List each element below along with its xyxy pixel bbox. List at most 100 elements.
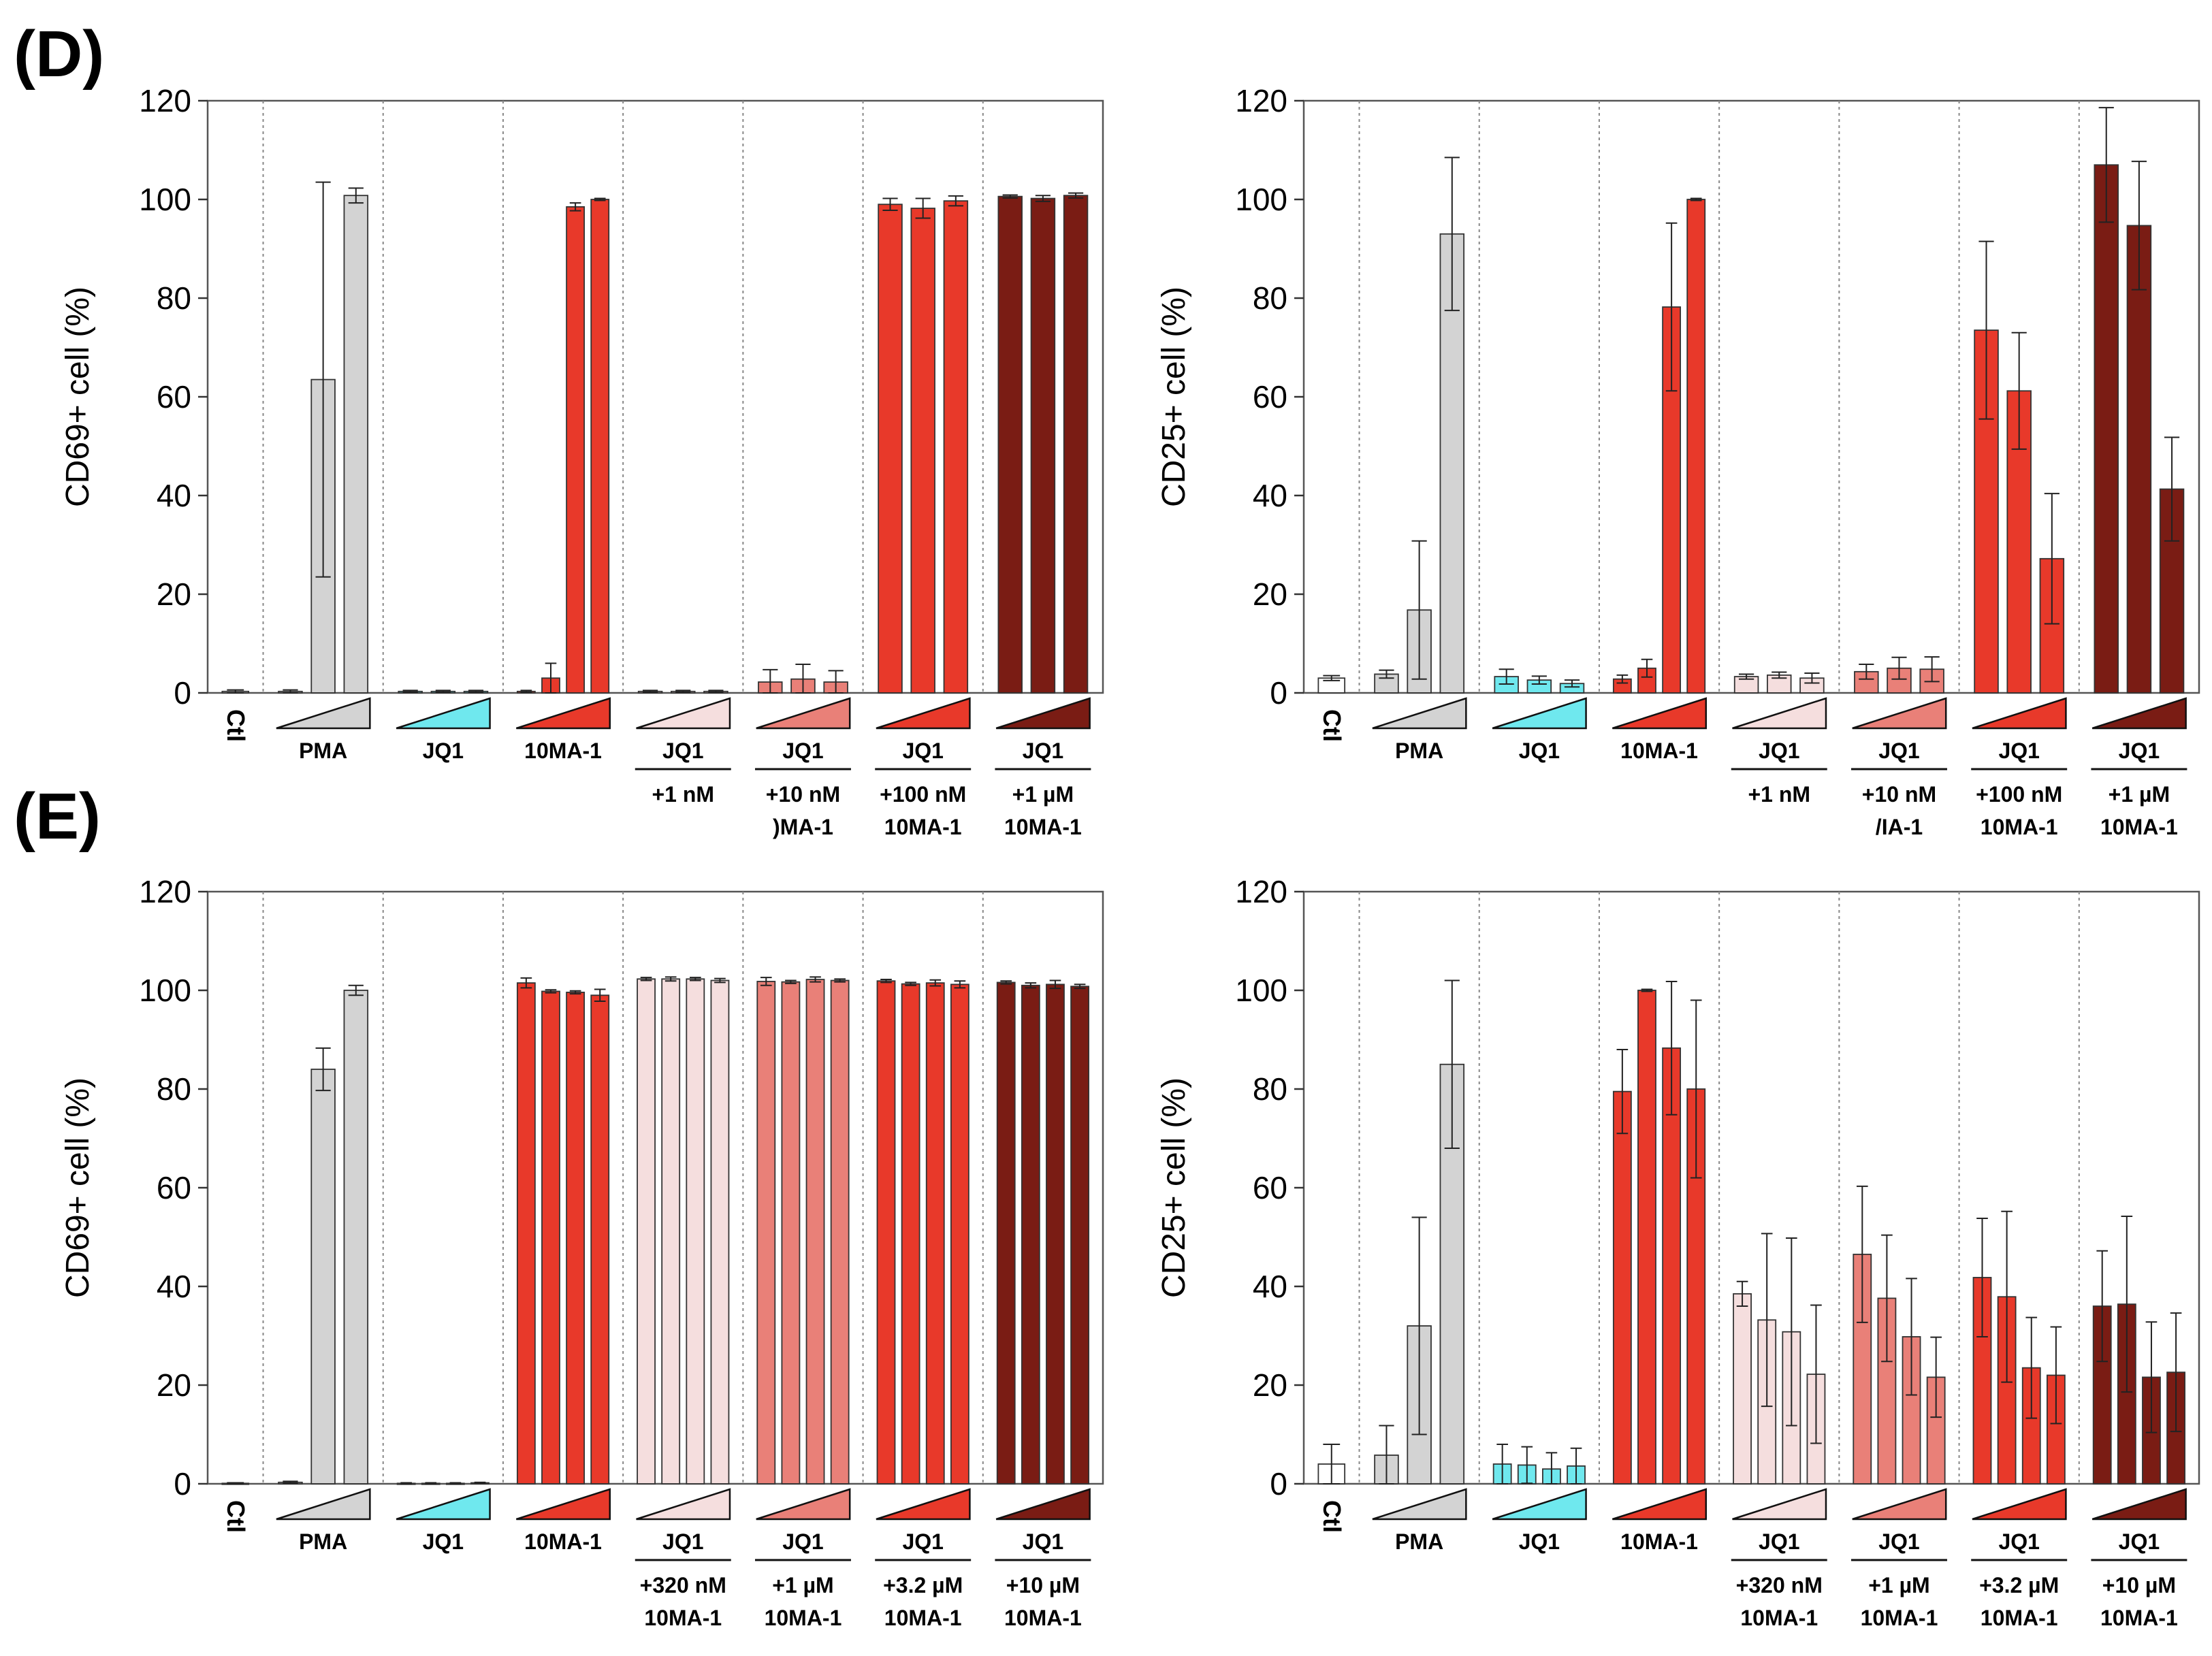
x-group-label: JQ1: [423, 1529, 464, 1554]
bar: [566, 992, 586, 1484]
bar: [1686, 1088, 1706, 1484]
bar: [997, 195, 1023, 694]
bar: [1686, 199, 1706, 694]
bar: [661, 978, 681, 1484]
bar: [756, 981, 776, 1484]
y-tick-label: 100: [1235, 973, 1287, 1008]
x-group-sublabel: +1 µM: [772, 1573, 833, 1597]
x-group-label: JQ1: [1023, 738, 1063, 763]
bar: [1070, 986, 1089, 1484]
bar: [996, 981, 1016, 1484]
y-tick-label: 60: [1253, 1170, 1287, 1205]
bar: [1733, 1293, 1752, 1484]
y-tick-label: 0: [174, 675, 191, 711]
x-group-label: JQ1: [2119, 1529, 2160, 1554]
y-tick-label: 0: [174, 1466, 191, 1501]
x-group-label: PMA: [299, 738, 347, 763]
concentration-ramp-icon: [276, 697, 371, 730]
x-group-sublabel: +1 nM: [652, 782, 714, 807]
x-group-label: JQ1: [902, 738, 943, 763]
x-group-label: PMA: [1395, 1529, 1443, 1554]
x-group-sublabel: +10 nM: [1862, 782, 1936, 807]
y-tick-label: 40: [157, 478, 191, 513]
concentration-ramp-icon: [1972, 1488, 2067, 1521]
bar: [343, 990, 369, 1484]
concentration-ramp-icon: [276, 1488, 371, 1521]
x-group-label: 10MA-1: [1620, 738, 1698, 763]
x-group-label: PMA: [1395, 738, 1443, 763]
concentration-ramp-icon: [515, 1488, 611, 1521]
y-axis-label: CD25+ cell (%): [1156, 287, 1192, 507]
y-tick-label: 120: [1235, 83, 1287, 118]
concentration-ramp-icon: [636, 1488, 731, 1521]
concentration-ramp-icon: [995, 697, 1091, 730]
x-group-sublabel: /IA-1: [1876, 815, 1923, 839]
x-group-label: JQ1: [782, 1529, 823, 1554]
x-group-label: JQ1: [662, 1529, 703, 1554]
bar: [343, 195, 369, 694]
bar: [566, 206, 586, 694]
y-tick-label: 100: [1235, 182, 1287, 217]
concentration-ramp-icon: [1732, 1488, 1827, 1521]
x-group-sublabel: +1 µM: [1012, 782, 1074, 807]
panel-label-d: (D): [14, 18, 104, 91]
x-group-sublabel: 10MA-1: [884, 815, 962, 839]
bar: [876, 980, 896, 1484]
bar: [1374, 673, 1399, 694]
concentration-ramp-icon: [1612, 697, 1708, 730]
y-axis-label: CD69+ cell (%): [60, 287, 96, 507]
x-group-label: PMA: [299, 1529, 347, 1554]
y-tick-label: 20: [157, 1367, 191, 1403]
concentration-ramp-icon: [876, 697, 971, 730]
x-group-sublabel: +320 nM: [1736, 1573, 1823, 1597]
chart-e-cd69: 0 20 40 60 80 100 120 CD69+ cell (%) Ctl PMA JQ1 10…: [60, 874, 1104, 1630]
bar: [310, 1069, 336, 1484]
bar: [1662, 1047, 1682, 1484]
bar: [1612, 1090, 1632, 1484]
concentration-ramp-icon: [1372, 1488, 1467, 1521]
x-group-label: JQ1: [1878, 738, 1919, 763]
bar: [1063, 195, 1089, 694]
concentration-ramp-icon: [2091, 1488, 2187, 1521]
x-group-label: JQ1: [1519, 1529, 1560, 1554]
bar: [1854, 670, 1879, 694]
y-tick-label: 40: [157, 1269, 191, 1304]
concentration-ramp-icon: [1372, 697, 1467, 730]
concentration-ramp-icon: [396, 697, 491, 730]
x-group-sublabel: 10MA-1: [1861, 1606, 1938, 1630]
concentration-ramp-icon: [2091, 697, 2187, 730]
y-tick-label: 80: [1253, 280, 1287, 316]
concentration-ramp-icon: [636, 697, 731, 730]
concentration-ramp-icon: [756, 1488, 851, 1521]
y-tick-label: 100: [139, 182, 191, 217]
x-group-label: JQ1: [902, 1529, 943, 1554]
y-axis-label: CD69+ cell (%): [60, 1077, 96, 1298]
bar: [805, 979, 825, 1484]
bar: [950, 984, 969, 1484]
y-tick-label: 80: [157, 1071, 191, 1107]
bar: [1637, 990, 1656, 1484]
bar: [637, 978, 656, 1484]
x-group-sublabel: +10 nM: [766, 782, 840, 807]
y-tick-label: 20: [1253, 577, 1287, 612]
bar: [1853, 1253, 1872, 1484]
x-group-sublabel: +100 nM: [880, 782, 966, 807]
x-group-label: 10MA-1: [524, 738, 602, 763]
bar: [516, 982, 536, 1484]
y-axis-label: CD25+ cell (%): [1156, 1077, 1192, 1298]
x-group-label: JQ1: [662, 738, 703, 763]
x-group-sublabel: +320 nM: [640, 1573, 726, 1597]
x-group-label: JQ1: [782, 738, 823, 763]
x-group-sublabel: 10MA-1: [765, 1606, 842, 1630]
y-tick-label: 80: [1253, 1071, 1287, 1107]
bar: [541, 990, 560, 1484]
x-group-sublabel: 10MA-1: [1004, 815, 1082, 839]
y-tick-label: 100: [139, 973, 191, 1008]
x-label-ctl: Ctl: [1318, 709, 1346, 742]
bar: [1046, 984, 1065, 1484]
concentration-ramp-icon: [1972, 697, 2067, 730]
concentration-ramp-icon: [995, 1488, 1091, 1521]
bar: [1030, 197, 1056, 694]
x-group-label: 10MA-1: [1620, 1529, 1698, 1554]
